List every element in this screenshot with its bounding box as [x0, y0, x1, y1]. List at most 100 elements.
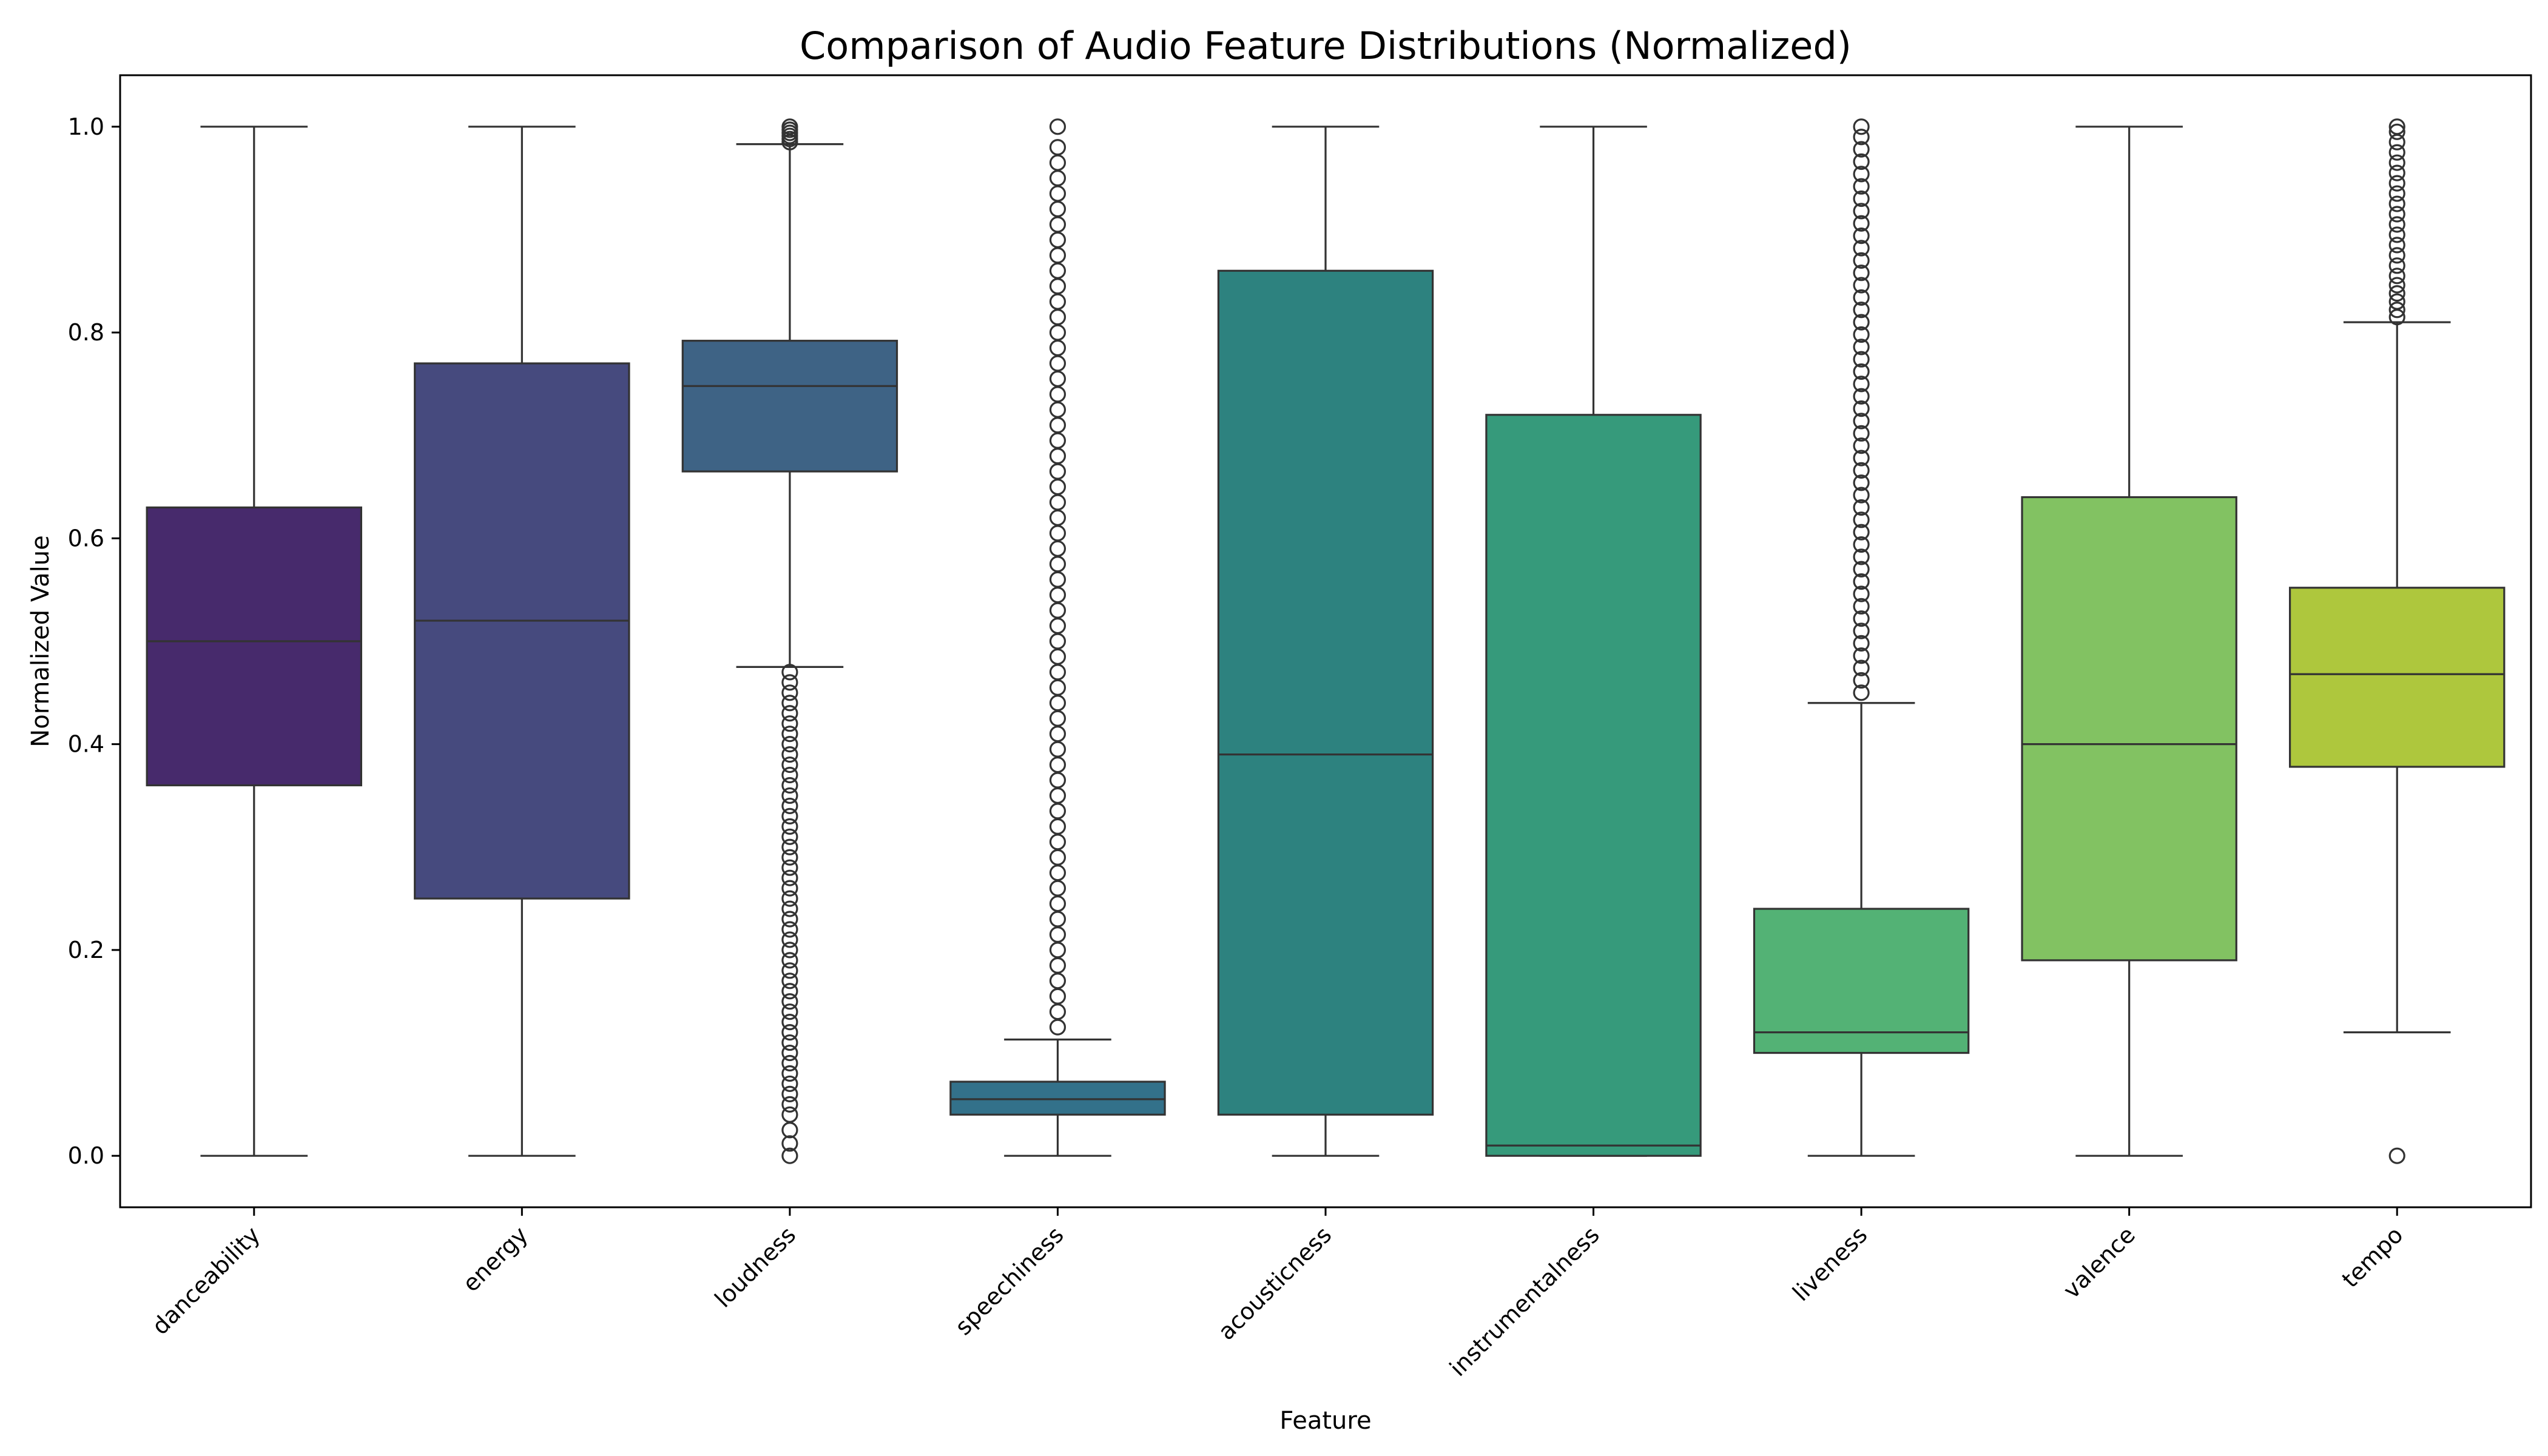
outlier-point [2388, 247, 2405, 264]
outlier-point [1049, 726, 1067, 743]
outlier-point [1853, 585, 1870, 602]
outlier-point [781, 869, 798, 886]
x-tick-label: energy [457, 1221, 533, 1297]
outlier-point [1049, 401, 1067, 418]
outlier-point [2388, 302, 2405, 318]
outlier-point [1049, 540, 1067, 557]
outlier-point [1853, 487, 1870, 504]
outlier-point [781, 1014, 798, 1031]
outlier-point [2388, 285, 2405, 302]
outlier-point [1853, 499, 1870, 516]
outlier-point [781, 766, 798, 784]
outlier-point [1853, 659, 1870, 676]
outlier-point [781, 715, 798, 732]
box-liveness [1753, 908, 1970, 1054]
outlier-point [2388, 226, 2405, 243]
outlier-point [1049, 772, 1067, 789]
outlier-point [2388, 175, 2405, 192]
box-group-valence [2021, 126, 2237, 1157]
outlier-point [1049, 463, 1067, 480]
outlier-point [1853, 215, 1870, 232]
outlier-point [1049, 231, 1067, 249]
y-tick-label: 0.2 [68, 937, 104, 963]
outlier-point [1049, 818, 1067, 835]
outlier-point [781, 849, 798, 866]
outlier-point [1853, 474, 1870, 491]
outlier-point [781, 952, 798, 969]
outlier-point [1049, 834, 1067, 851]
x-tick-label: valence [2058, 1221, 2140, 1304]
box-danceability [146, 506, 362, 787]
outlier-point [781, 931, 798, 948]
outlier-point [1853, 314, 1870, 331]
outlier-point [2388, 293, 2405, 310]
outlier-point [1853, 326, 1870, 343]
outlier-point [1049, 695, 1067, 712]
x-tick-label: speechiness [950, 1221, 1069, 1340]
outlier-point [1853, 376, 1870, 393]
x-tick-label: tempo [2337, 1221, 2408, 1293]
outlier-point [1853, 141, 1870, 158]
box-group-instrumentalness [1485, 126, 1702, 1157]
outlier-point [1049, 587, 1067, 604]
outlier-point [1853, 548, 1870, 565]
outlier-point [781, 726, 798, 743]
outlier-point [781, 983, 798, 1000]
outlier-point [781, 684, 798, 701]
outlier-point [1853, 203, 1870, 220]
outlier-point [1853, 536, 1870, 553]
outlier-point [781, 818, 798, 835]
box-loudness [681, 340, 898, 473]
outlier-point [781, 807, 798, 824]
outlier-point [781, 797, 798, 815]
outlier-point [1049, 386, 1067, 403]
box-tempo [2289, 587, 2506, 768]
outlier-point [1049, 309, 1067, 326]
outlier-point [1049, 200, 1067, 218]
outlier-point [1049, 571, 1067, 588]
outlier-point [1049, 478, 1067, 496]
outlier-point [1049, 756, 1067, 774]
outlier-point [2388, 268, 2405, 285]
outlier-point [781, 921, 798, 938]
outlier-point [781, 118, 798, 135]
outlier-point [1049, 324, 1067, 341]
x-axis-label: Feature [1279, 1407, 1371, 1435]
outlier-point [1049, 185, 1067, 202]
outlier-point [1049, 525, 1067, 542]
outlier-point [1049, 170, 1067, 187]
box-instrumentalness [1485, 414, 1702, 1157]
y-tick-label: 0.4 [68, 731, 104, 758]
outlier-point [1049, 957, 1067, 974]
outlier-point [1049, 139, 1067, 156]
outlier-point [1853, 339, 1870, 356]
outlier-point [1853, 129, 1870, 146]
outlier-point [1049, 370, 1067, 388]
outlier-point [1049, 787, 1067, 804]
outlier-point [1853, 437, 1870, 454]
outlier-point [1049, 339, 1067, 357]
outlier-point [781, 911, 798, 928]
outlier-point [1049, 216, 1067, 233]
outlier-point [1853, 598, 1870, 615]
outlier-point [781, 942, 798, 959]
outlier-point [781, 1135, 798, 1152]
outlier-point [2388, 277, 2405, 294]
outlier-point [1853, 252, 1870, 269]
outlier-point [1049, 602, 1067, 619]
outlier-point [1853, 622, 1870, 639]
outlier-point [781, 828, 798, 845]
outlier-point [1049, 355, 1067, 372]
outlier-point [781, 746, 798, 763]
outlier-point [1853, 228, 1870, 244]
outlier-point [781, 705, 798, 722]
outlier-point [1853, 462, 1870, 479]
outlier-point [1049, 849, 1067, 866]
outlier-point [1049, 262, 1067, 279]
box-group-loudness [681, 118, 898, 1164]
outlier-point [1853, 363, 1870, 380]
y-tick-label: 1.0 [68, 113, 104, 140]
outlier-point [781, 1034, 798, 1051]
outlier-point [781, 890, 798, 907]
outlier-point [1049, 911, 1067, 928]
